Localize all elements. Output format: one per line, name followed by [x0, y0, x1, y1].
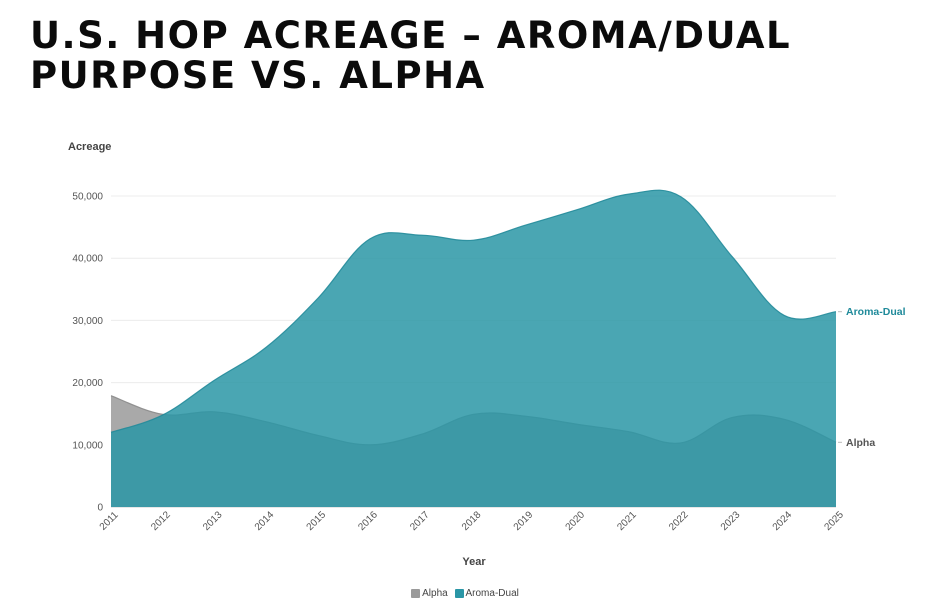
legend-item-aroma-dual[interactable]: Aroma-Dual [454, 588, 519, 599]
legend-item-alpha[interactable]: Alpha [411, 588, 448, 599]
legend-swatch-aroma-dual [454, 589, 464, 598]
x-tick-label: 2018 [460, 509, 484, 533]
x-tick-label: 2014 [253, 509, 277, 533]
x-tick-label: 2012 [149, 509, 173, 533]
x-tick-label: 2022 [667, 509, 691, 533]
end-label-alpha: Alpha [846, 437, 875, 449]
y-tick-label: 40,000 [72, 254, 103, 265]
x-tick-label: 2023 [719, 509, 743, 533]
legend-swatch-alpha [411, 589, 421, 598]
x-tick-label: 2013 [201, 509, 225, 533]
x-tick-label: 2016 [356, 509, 380, 533]
x-tick-label: 2021 [615, 509, 639, 533]
y-tick-label: 50,000 [72, 192, 103, 203]
line-aroma-dual [110, 189, 837, 433]
x-tick-label: 2025 [822, 509, 846, 533]
x-tick-label: 2015 [305, 509, 329, 533]
legend-label-aroma-dual: Aroma-Dual [465, 588, 519, 599]
chart-title: U.S. HOP ACREAGE – AROMA/DUAL PURPOSE VS… [30, 14, 792, 97]
x-tick-label: 2017 [408, 509, 432, 533]
x-tick-label: 2019 [512, 509, 536, 533]
y-tick-label: 30,000 [72, 316, 103, 327]
x-tick-label: 2020 [564, 509, 588, 533]
y-tick-label: 20,000 [72, 378, 103, 389]
legend: Alpha Aroma-Dual [0, 588, 930, 601]
series-areas [110, 189, 837, 507]
x-axis-label: Year [462, 556, 486, 568]
y-axis-label: Acreage [68, 141, 111, 153]
y-tick-label: 10,000 [72, 440, 103, 451]
y-tick-labels: 0 10,000 20,000 30,000 40,000 50,000 [72, 192, 103, 514]
x-tick-label: 2024 [771, 509, 795, 533]
area-aroma-dual [111, 190, 836, 507]
y-tick-label: 0 [97, 503, 103, 514]
x-tick-labels: 2011 2012 2013 2014 2015 2016 2017 2018 2019 2020… [98, 509, 847, 533]
end-label-aroma-dual: Aroma-Dual [846, 306, 906, 318]
series-end-labels: Aroma-Dual Alpha [838, 306, 906, 449]
legend-label-alpha: Alpha [422, 588, 448, 599]
